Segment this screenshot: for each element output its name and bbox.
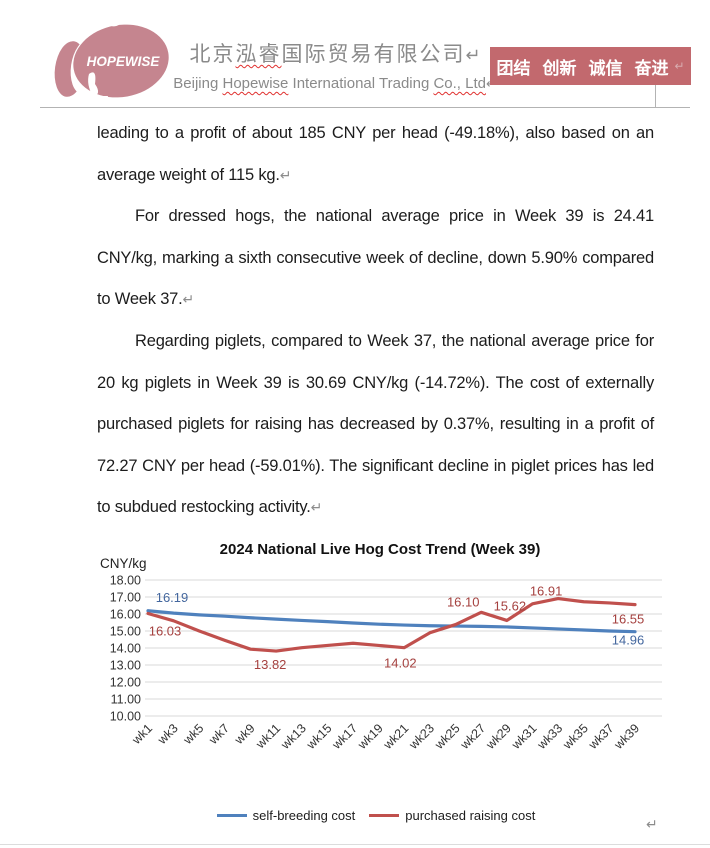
logo-wordmark: HOPEWISE <box>87 54 161 69</box>
svg-text:11.00: 11.00 <box>111 693 141 707</box>
company-en-flagged-spellcheck: Hopewise <box>222 75 289 92</box>
paragraph-return-mark: ↵ <box>674 59 685 73</box>
page-bottom-border <box>0 844 710 845</box>
svg-text:16.03: 16.03 <box>149 623 182 638</box>
svg-text:wk1: wk1 <box>129 721 155 747</box>
legend-label-self-breeding: self-breeding cost <box>252 808 356 823</box>
svg-text:16.55: 16.55 <box>612 612 645 627</box>
banner-word: 诚信 <box>588 58 623 78</box>
legend-line-purchased-raising <box>369 814 400 817</box>
svg-text:15.00: 15.00 <box>110 625 141 639</box>
svg-text:13.82: 13.82 <box>254 657 287 672</box>
paragraph[interactable]: Regarding piglets, compared to Week 37, … <box>97 321 654 529</box>
svg-text:wk21: wk21 <box>380 721 411 752</box>
svg-text:wk19: wk19 <box>355 721 386 752</box>
chart-title: 2024 National Live Hog Cost Trend (Week … <box>219 541 541 558</box>
company-cn-flagged-spellcheck: 泓睿 <box>235 43 282 66</box>
svg-text:18.00: 18.00 <box>110 574 141 588</box>
paragraph-text: leading to a profit of about 185 CNY per… <box>97 124 654 184</box>
svg-text:15.62: 15.62 <box>494 598 527 613</box>
paragraph-return-mark: ↵ <box>310 499 323 516</box>
svg-text:16.10: 16.10 <box>447 594 480 609</box>
svg-text:wk31: wk31 <box>508 721 539 752</box>
hopewise-logo-icon: HOPEWISE <box>54 18 169 109</box>
paragraph-return-mark: ↵ <box>465 45 481 65</box>
paragraph-text: For dressed hogs, the national average p… <box>97 207 654 309</box>
svg-text:14.00: 14.00 <box>110 642 141 656</box>
company-cn-part: 国际贸易有限公司 <box>281 43 466 66</box>
company-name-cn: 北京泓睿国际贸易有限公司↵ <box>150 38 520 68</box>
paragraph[interactable]: leading to a profit of about 185 CNY per… <box>97 113 654 196</box>
svg-text:14.96: 14.96 <box>612 633 645 648</box>
document-body: leading to a profit of about 185 CNY per… <box>97 113 654 529</box>
svg-text:wk9: wk9 <box>231 721 257 747</box>
svg-text:14.02: 14.02 <box>384 656 417 671</box>
company-name-block: 北京泓睿国际贸易有限公司↵ Beijing Hopewise Internati… <box>150 38 520 92</box>
chart-legend: self-breeding cost purchased raising cos… <box>97 808 663 823</box>
company-name-en: Beijing Hopewise International Trading C… <box>150 75 520 92</box>
y-axis-unit-label: CNY/kg <box>100 556 147 571</box>
company-en-part: Beijing <box>173 75 223 92</box>
svg-text:wk11: wk11 <box>253 721 284 752</box>
banner-connector-line <box>655 85 656 108</box>
line-chart-canvas[interactable]: 18.00 17.00 16.00 15.00 14.00 13.00 12.00 11.00… <box>95 572 665 772</box>
svg-text:wk33: wk33 <box>534 721 565 752</box>
banner-word: 创新 <box>542 58 577 78</box>
banner-word: 团结 <box>496 58 531 78</box>
svg-text:16.00: 16.00 <box>110 608 141 622</box>
svg-text:wk29: wk29 <box>483 721 514 752</box>
company-cn-part: 北京 <box>189 43 236 66</box>
svg-text:wk17: wk17 <box>329 721 360 752</box>
paragraph-return-mark: ↵ <box>182 291 195 308</box>
legend-line-self-breeding <box>216 814 247 817</box>
svg-text:16.19: 16.19 <box>156 590 189 605</box>
svg-text:wk13: wk13 <box>278 721 309 752</box>
svg-text:wk39: wk39 <box>611 721 642 752</box>
svg-text:16.91: 16.91 <box>530 584 563 599</box>
svg-text:wk23: wk23 <box>406 721 437 752</box>
slogan-banner: 团结 创新 诚信 奋进 ↵ <box>490 47 691 85</box>
svg-text:12.00: 12.00 <box>110 676 141 690</box>
paragraph-text: Regarding piglets, compared to Week 37, … <box>97 331 654 517</box>
svg-text:10.00: 10.00 <box>110 710 141 724</box>
company-en-part: International Trading <box>288 75 434 92</box>
svg-text:wk27: wk27 <box>457 721 488 752</box>
svg-text:wk25: wk25 <box>431 721 462 752</box>
svg-text:wk35: wk35 <box>560 721 591 752</box>
svg-text:wk37: wk37 <box>585 721 616 752</box>
banner-word: 奋进 <box>634 58 669 78</box>
svg-text:13.00: 13.00 <box>110 659 141 673</box>
company-en-flagged-spellcheck: Co., Ltd <box>433 75 486 92</box>
paragraph[interactable]: For dressed hogs, the national average p… <box>97 196 654 321</box>
header-divider-rule <box>40 107 690 108</box>
svg-text:wk5: wk5 <box>180 721 206 747</box>
paragraph-return-mark: ↵ <box>279 166 292 183</box>
svg-text:wk7: wk7 <box>206 721 232 747</box>
paragraph-return-mark: ↵ <box>646 816 658 832</box>
svg-text:wk15: wk15 <box>303 721 334 752</box>
svg-text:wk3: wk3 <box>154 721 180 747</box>
legend-label-purchased-raising: purchased raising cost <box>405 808 536 823</box>
svg-text:17.00: 17.00 <box>110 591 141 605</box>
